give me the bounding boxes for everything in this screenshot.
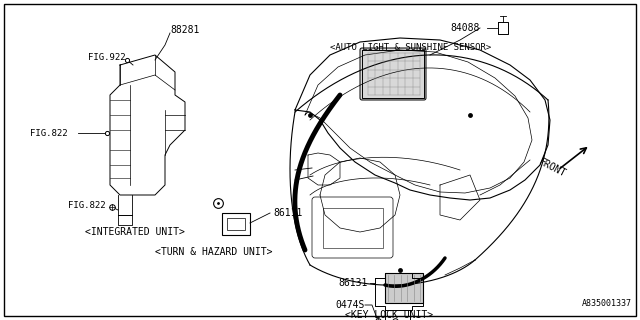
Text: 86111: 86111 — [273, 208, 302, 218]
Text: 84088: 84088 — [450, 23, 479, 33]
Text: FIG.822: FIG.822 — [30, 129, 68, 138]
Text: <KEY LOCK UNIT>: <KEY LOCK UNIT> — [345, 310, 433, 320]
Text: 88281: 88281 — [170, 25, 200, 35]
Text: FRONT: FRONT — [537, 157, 568, 179]
Text: 0474S: 0474S — [335, 300, 364, 310]
Text: <TURN & HAZARD UNIT>: <TURN & HAZARD UNIT> — [155, 247, 273, 257]
Text: FIG.822: FIG.822 — [68, 201, 106, 210]
Bar — [385, 273, 423, 303]
FancyBboxPatch shape — [360, 48, 426, 100]
Bar — [227, 218, 245, 230]
Bar — [323, 208, 383, 248]
Text: FIG.922: FIG.922 — [88, 52, 125, 61]
Text: <INTEGRATED UNIT>: <INTEGRATED UNIT> — [85, 227, 185, 237]
Text: <AUTO LIGHT & SUNSHINE SENSOR>: <AUTO LIGHT & SUNSHINE SENSOR> — [330, 44, 492, 52]
Bar — [222, 213, 250, 235]
Text: A835001337: A835001337 — [582, 299, 632, 308]
Text: 86131: 86131 — [338, 278, 367, 288]
